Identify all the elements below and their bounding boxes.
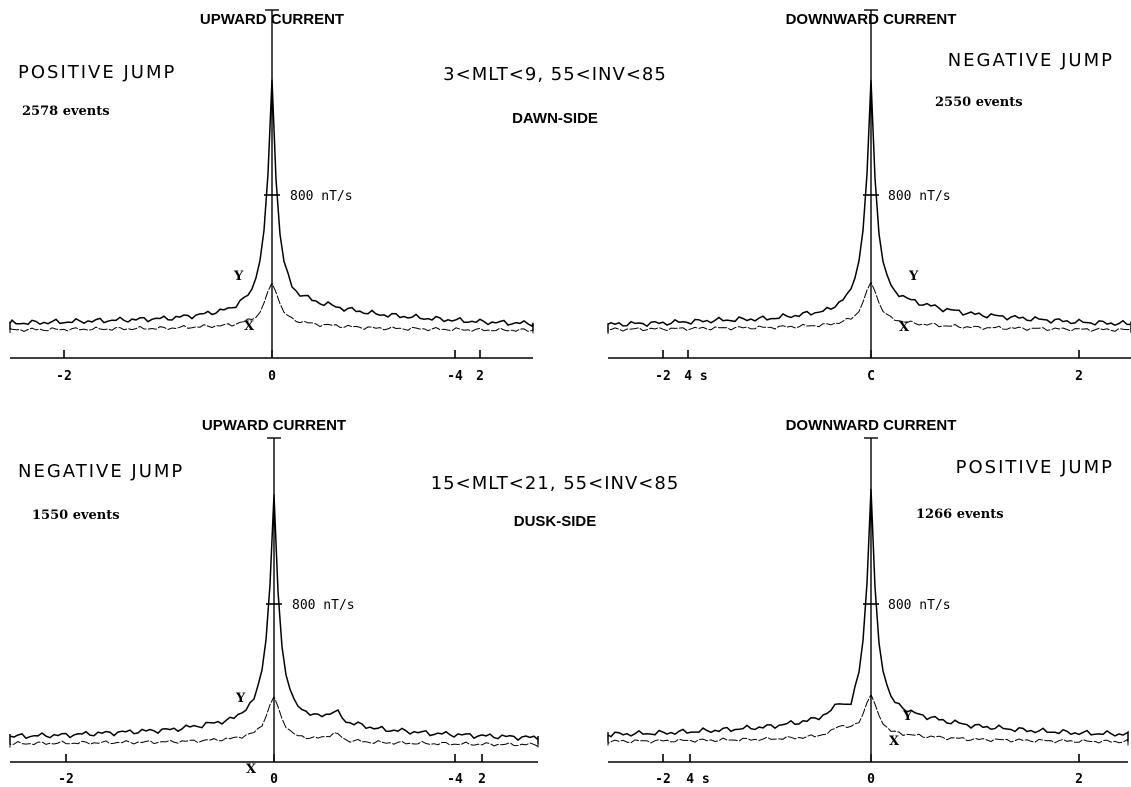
events-count: 1266 events xyxy=(916,507,1004,522)
series-x-line xyxy=(607,693,1129,746)
x-tick-label: 4 s xyxy=(684,369,707,384)
current-title: DOWNWARD CURRENT xyxy=(786,417,957,434)
x-tick-label: -4 xyxy=(447,772,463,787)
scale-label: 800 nT/s xyxy=(888,598,951,613)
series-x-label: X xyxy=(899,320,910,335)
scale-label: 800 nT/s xyxy=(292,598,355,613)
series-y-line xyxy=(607,79,1131,333)
series-y-line xyxy=(9,494,539,745)
x-tick-label: 0 xyxy=(268,369,276,384)
series-x-line xyxy=(9,281,534,334)
series-y-line xyxy=(607,488,1129,742)
series-x-label: X xyxy=(889,734,900,749)
x-tick-label: 0 xyxy=(867,772,875,787)
x-tick-label: -4 xyxy=(447,369,463,384)
x-tick-label: 4 s xyxy=(686,772,709,787)
x-tick-label: 2 xyxy=(1075,772,1083,787)
x-tick-label: -2 xyxy=(655,772,671,787)
events-count: 2550 events xyxy=(935,95,1023,110)
dusk-range-label: 15<MLT<21, 55<INV<85 xyxy=(431,473,680,494)
events-count: 2578 events xyxy=(22,104,110,119)
series-y-label: Y xyxy=(902,709,913,724)
jump-label: POSITIVE JUMP xyxy=(956,457,1114,478)
x-tick-label: -2 xyxy=(56,369,72,384)
x-tick-label: 2 xyxy=(1075,369,1083,384)
series-y-label: Y xyxy=(908,269,919,284)
x-tick-label: C xyxy=(867,369,875,384)
current-title: UPWARD CURRENT xyxy=(202,417,346,434)
x-tick-label: 2 xyxy=(476,369,484,384)
jump-label: POSITIVE JUMP xyxy=(18,62,176,83)
series-x-label: X xyxy=(246,762,257,777)
x-tick-label: 0 xyxy=(270,772,278,787)
x-tick-label: -2 xyxy=(655,369,671,384)
series-x-line xyxy=(607,280,1131,334)
series-x-label: X xyxy=(244,319,255,334)
series-y-label: Y xyxy=(233,269,244,284)
series-y-label: Y xyxy=(235,691,246,706)
x-tick-label: 2 xyxy=(478,772,486,787)
series-y-line xyxy=(9,79,534,331)
x-tick-label: -2 xyxy=(58,772,74,787)
events-count: 1550 events xyxy=(32,508,120,523)
dusk-side-label: DUSK-SIDE xyxy=(514,513,597,530)
panel-dusk-downward: DOWNWARD CURRENT POSITIVE JUMP 1266 events… xyxy=(447,417,1129,787)
jump-label: NEGATIVE JUMP xyxy=(18,461,184,482)
dawn-range-label: 3<MLT<9, 55<INV<85 xyxy=(443,64,667,85)
scale-label: 800 nT/s xyxy=(888,189,951,204)
jump-label: NEGATIVE JUMP xyxy=(948,50,1114,71)
series-x-line xyxy=(9,695,539,748)
scale-label: 800 nT/s xyxy=(290,189,353,204)
dawn-side-label: DAWN-SIDE xyxy=(512,110,598,127)
panel-dusk-upward: UPWARD CURRENT NEGATIVE JUMP 1550 events 80… xyxy=(9,417,710,787)
